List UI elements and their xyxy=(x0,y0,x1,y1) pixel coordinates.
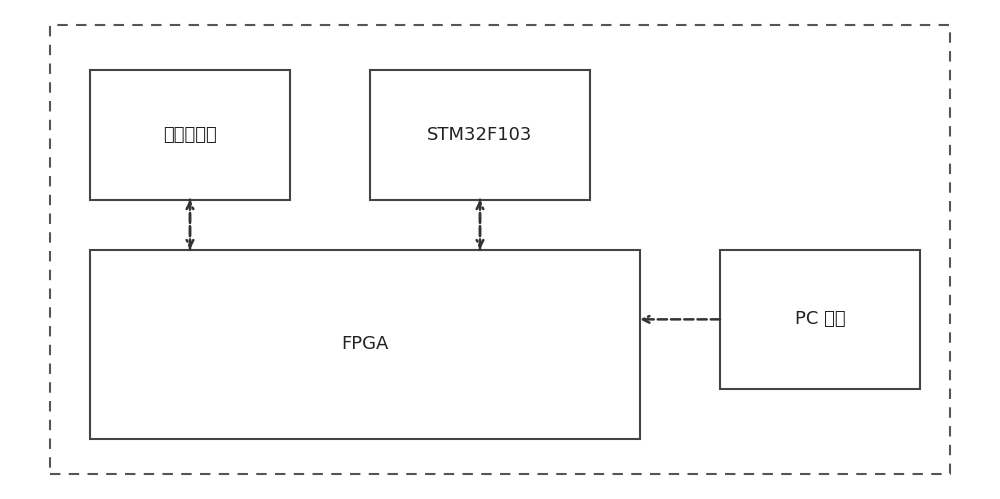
Text: 数模转换器: 数模转换器 xyxy=(163,126,217,144)
Bar xyxy=(370,70,590,200)
Text: FPGA: FPGA xyxy=(341,335,389,353)
Bar xyxy=(90,250,640,439)
Bar xyxy=(90,70,290,200)
Text: PC 通信: PC 通信 xyxy=(795,310,845,328)
Bar xyxy=(720,250,920,389)
Text: STM32F103: STM32F103 xyxy=(427,126,533,144)
